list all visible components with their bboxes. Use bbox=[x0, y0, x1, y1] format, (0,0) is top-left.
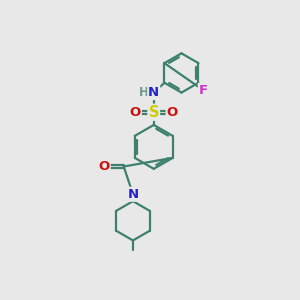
Text: F: F bbox=[199, 84, 208, 97]
Text: O: O bbox=[130, 106, 141, 119]
Text: H: H bbox=[138, 86, 148, 99]
Text: S: S bbox=[148, 105, 159, 120]
Text: N: N bbox=[148, 86, 159, 99]
Text: O: O bbox=[98, 160, 110, 173]
Text: N: N bbox=[128, 188, 139, 201]
Text: O: O bbox=[167, 106, 178, 119]
